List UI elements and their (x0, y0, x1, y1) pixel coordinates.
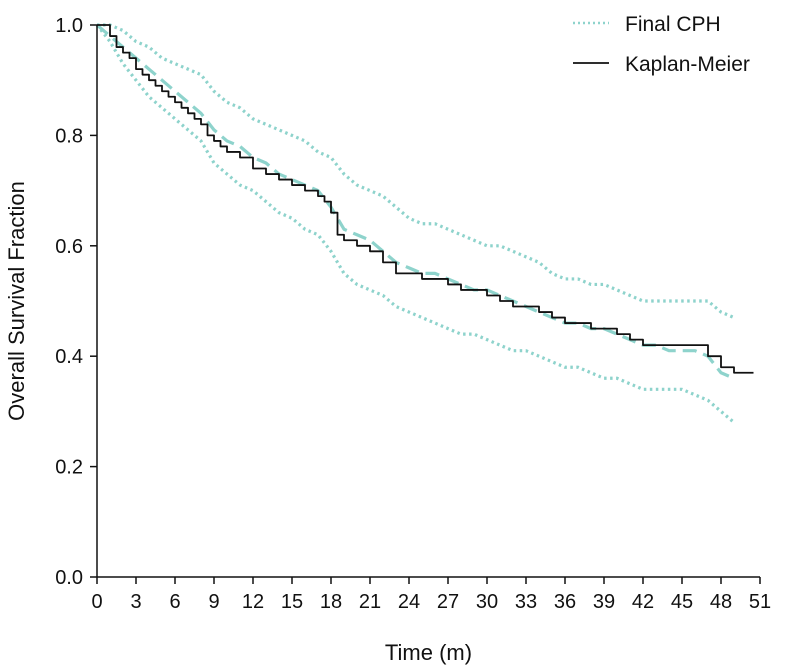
x-axis-title: Time (m) (385, 640, 472, 665)
x-tick-label: 12 (242, 591, 264, 613)
x-tick-label: 24 (398, 591, 420, 613)
y-tick-label: 0.0 (55, 567, 83, 589)
x-tick-label: 51 (749, 591, 771, 613)
axes-layer (96, 25, 760, 578)
y-tick-label: 0.6 (55, 236, 83, 258)
x-tick-label: 30 (476, 591, 498, 613)
x-tick-label: 36 (554, 591, 576, 613)
x-tick-label: 33 (515, 591, 537, 613)
x-tick-label: 3 (130, 591, 141, 613)
x-tick-label: 39 (593, 591, 615, 613)
y-ticks: 0.0 0.2 0.4 0.6 0.8 1.0 (55, 15, 97, 589)
kaplan-meier-line (97, 24, 754, 374)
x-tick-label: 18 (320, 591, 342, 613)
y-tick-label: 0.4 (55, 346, 83, 368)
final-cph-upper-ci-line (97, 23, 735, 320)
y-axis-title: Overall Survival Fraction (4, 181, 29, 421)
x-tick-label: 15 (281, 591, 303, 613)
y-tick-label: 1.0 (55, 15, 83, 37)
final-cph-line (95, 23, 735, 380)
final-cph-lower-ci-line (95, 24, 736, 424)
x-tick-label: 0 (91, 591, 102, 613)
legend-label-kaplan-meier: Kaplan-Meier (625, 53, 750, 76)
x-tick-label: 48 (710, 591, 732, 613)
y-tick-label: 0.2 (55, 457, 83, 479)
x-ticks: 0 3 6 9 12 15 18 21 24 27 30 33 36 39 42 45 48 51 (91, 577, 771, 613)
x-tick-label: 42 (632, 591, 654, 613)
series-layer (95, 23, 754, 424)
x-tick-label: 27 (437, 591, 459, 613)
legend: Final CPH Kaplan-Meier (573, 13, 750, 76)
y-tick-label: 0.8 (55, 125, 83, 147)
x-tick-label: 45 (671, 591, 693, 613)
legend-label-final-cph: Final CPH (625, 13, 721, 36)
x-tick-label: 21 (359, 591, 381, 613)
x-tick-label: 9 (208, 591, 219, 613)
x-tick-label: 6 (169, 591, 180, 613)
